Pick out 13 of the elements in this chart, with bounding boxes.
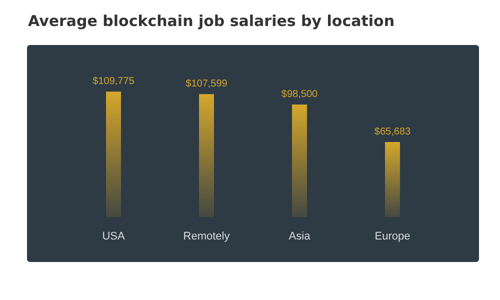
bar	[292, 104, 307, 217]
data-label: $109,775	[92, 76, 135, 88]
data-label: $107,599	[186, 78, 228, 90]
x-tick-label: USA	[102, 230, 126, 242]
data-label: $65,683	[374, 126, 412, 138]
x-tick-label: Europe	[374, 230, 410, 242]
bar	[106, 92, 121, 217]
bar	[385, 142, 400, 217]
x-tick-label: Asia	[288, 230, 312, 242]
chart-title: Average blockchain job salaries by location	[28, 12, 395, 30]
x-tick-label: Remotely	[183, 230, 230, 242]
data-label: $98,500	[281, 89, 318, 100]
bar	[199, 94, 214, 217]
